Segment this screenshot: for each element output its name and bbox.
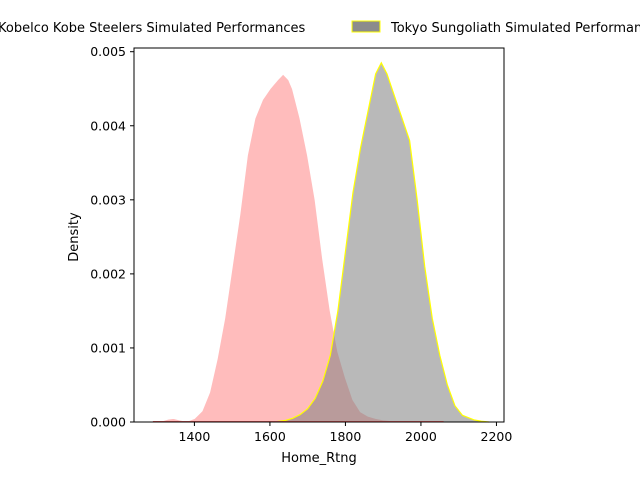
- x-tick-label-2200: 2200: [481, 429, 513, 444]
- legend: Kobelco Kobe Steelers Simulated Performa…: [0, 20, 640, 36]
- x-tick-label-1600: 1600: [254, 429, 286, 444]
- y-tick-label-0: 0.000: [90, 415, 126, 430]
- plot-area: [133, 47, 505, 423]
- x-tick-label-2000: 2000: [405, 429, 437, 444]
- axes-frame: [133, 47, 505, 423]
- x-tick-label-1800: 1800: [330, 429, 362, 444]
- y-axis: 0.000 0.001 0.002 0.003 0.004 0.005: [90, 44, 134, 430]
- y-tick-label-4: 0.004: [90, 118, 126, 133]
- y-tick-label-5: 0.005: [90, 44, 126, 59]
- density-area-series-1: [152, 73, 444, 423]
- y-tick-label-1: 0.001: [90, 340, 126, 355]
- x-tick-label-1400: 1400: [179, 429, 211, 444]
- y-tick-label-3: 0.003: [90, 192, 126, 207]
- x-axis-label: Home_Rtng: [281, 451, 357, 466]
- legend-swatch-2: [351, 20, 381, 33]
- y-tick-label-2: 0.002: [90, 266, 126, 281]
- x-axis: 1400 1600 1800 2000 2200: [179, 422, 513, 444]
- density-line-series-2: [273, 61, 489, 423]
- y-axis-label: Density: [67, 212, 82, 262]
- legend-label-2: Tokyo Sungoliath Simulated Performances: [390, 21, 640, 36]
- legend-label-1: Kobelco Kobe Steelers Simulated Performa…: [0, 21, 306, 36]
